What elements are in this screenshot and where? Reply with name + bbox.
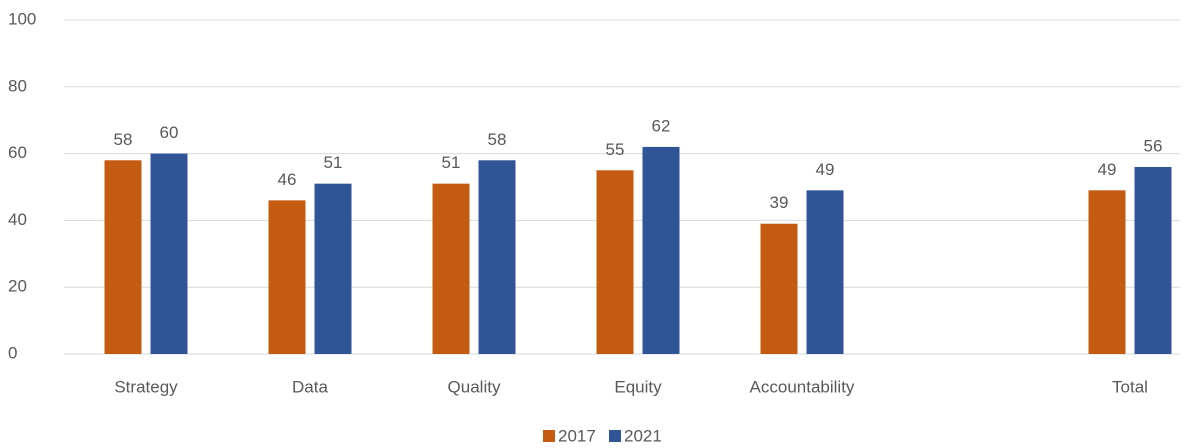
y-tick-label: 80 [8,76,27,95]
value-label: 55 [606,140,625,159]
x-tick-label: Accountability [750,377,855,396]
x-tick-label: Data [292,377,328,396]
value-label: 51 [442,153,461,172]
y-tick-label: 60 [8,143,27,162]
x-tick-label: Quality [448,377,501,396]
x-tick-label: Total [1112,377,1148,396]
value-label: 58 [114,130,133,149]
bar [150,153,188,354]
bar [268,200,306,354]
value-label: 56 [1144,136,1163,155]
value-label: 49 [816,160,835,179]
bar [1088,190,1126,354]
x-tick-label: Strategy [114,377,178,396]
legend-label: 2017 [558,426,596,445]
legend-swatch [543,430,555,442]
bar [642,146,680,354]
y-tick-label: 40 [8,210,27,229]
value-label: 39 [770,193,789,212]
legend-label: 2021 [624,426,662,445]
y-tick-label: 100 [8,9,36,28]
bar [806,190,844,354]
value-label: 58 [488,130,507,149]
y-tick-label: 20 [8,277,27,296]
value-label: 60 [160,123,179,142]
value-label: 46 [278,170,297,189]
bar [596,170,634,354]
legend-swatch [609,430,621,442]
value-label: 49 [1098,160,1117,179]
y-tick-label: 0 [8,343,17,362]
bar [104,160,142,354]
bar [760,223,798,354]
value-label: 51 [324,153,343,172]
bar [478,160,516,354]
x-tick-label: Equity [614,377,662,396]
bar [1134,166,1172,354]
bar [314,183,352,354]
bar [432,183,470,354]
value-label: 62 [652,116,671,135]
